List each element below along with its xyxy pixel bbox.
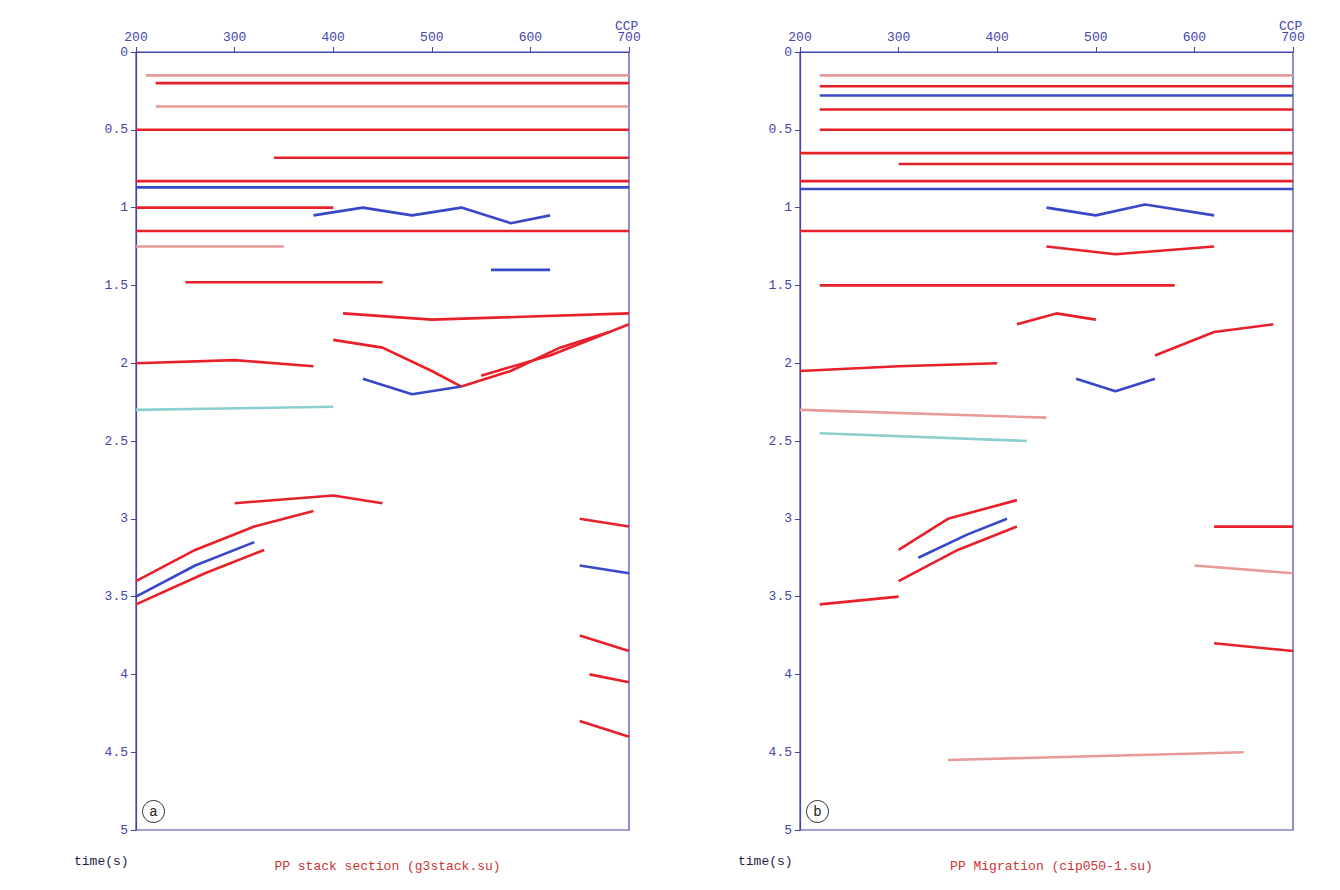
svg-text:1: 1 xyxy=(784,200,792,215)
svg-text:400: 400 xyxy=(321,30,344,45)
svg-text:0: 0 xyxy=(120,45,128,60)
svg-text:500: 500 xyxy=(1084,30,1107,45)
svg-text:time(s): time(s) xyxy=(74,854,129,869)
svg-text:CCP: CCP xyxy=(1279,19,1303,34)
svg-text:3.5: 3.5 xyxy=(769,589,792,604)
svg-text:3: 3 xyxy=(120,511,128,526)
svg-text:2: 2 xyxy=(120,356,128,371)
svg-text:2.5: 2.5 xyxy=(769,434,792,449)
svg-text:2: 2 xyxy=(784,356,792,371)
svg-text:b: b xyxy=(813,804,821,820)
svg-text:300: 300 xyxy=(223,30,246,45)
svg-text:1: 1 xyxy=(120,200,128,215)
svg-text:400: 400 xyxy=(985,30,1008,45)
svg-text:time(s): time(s) xyxy=(738,854,793,869)
svg-text:1.5: 1.5 xyxy=(105,278,128,293)
svg-text:700: 700 xyxy=(1281,30,1304,45)
svg-text:3.5: 3.5 xyxy=(105,589,128,604)
svg-text:200: 200 xyxy=(788,30,811,45)
svg-text:3: 3 xyxy=(784,511,792,526)
svg-text:4.5: 4.5 xyxy=(769,745,792,760)
svg-text:a: a xyxy=(149,804,157,820)
svg-text:PP Migration (cip050-1.su): PP Migration (cip050-1.su) xyxy=(950,859,1153,874)
svg-text:700: 700 xyxy=(617,30,640,45)
svg-text:PP stack section (g3stack.su): PP stack section (g3stack.su) xyxy=(274,859,500,874)
svg-text:500: 500 xyxy=(420,30,443,45)
svg-text:5: 5 xyxy=(784,823,792,838)
svg-text:5: 5 xyxy=(120,823,128,838)
svg-text:0.5: 0.5 xyxy=(769,122,792,137)
svg-text:600: 600 xyxy=(519,30,542,45)
svg-text:600: 600 xyxy=(1183,30,1206,45)
svg-text:300: 300 xyxy=(887,30,910,45)
svg-text:4: 4 xyxy=(784,667,792,682)
svg-text:CCP: CCP xyxy=(615,19,639,34)
svg-text:1.5: 1.5 xyxy=(769,278,792,293)
svg-text:0.5: 0.5 xyxy=(105,122,128,137)
svg-text:200: 200 xyxy=(124,30,147,45)
svg-text:4.5: 4.5 xyxy=(105,745,128,760)
svg-text:2.5: 2.5 xyxy=(105,434,128,449)
svg-text:0: 0 xyxy=(784,45,792,60)
svg-text:4: 4 xyxy=(120,667,128,682)
